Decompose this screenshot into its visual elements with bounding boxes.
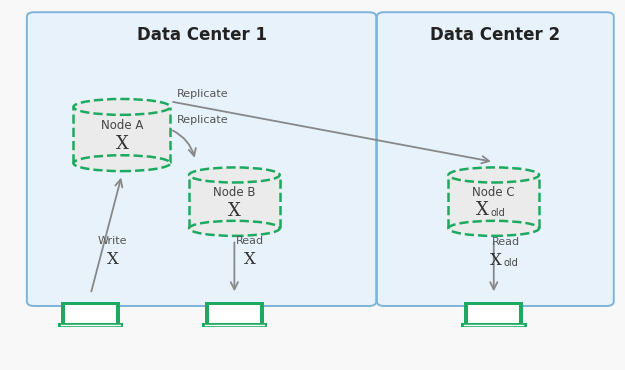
Bar	[449, 175, 539, 228]
Text: Node C: Node C	[472, 186, 515, 199]
Ellipse shape	[74, 155, 170, 171]
Text: old: old	[504, 258, 519, 269]
FancyBboxPatch shape	[61, 302, 120, 325]
Ellipse shape	[74, 99, 170, 115]
Text: X: X	[490, 252, 502, 269]
Bar	[74, 107, 170, 163]
Text: X: X	[244, 250, 256, 268]
FancyBboxPatch shape	[209, 305, 260, 323]
FancyBboxPatch shape	[377, 12, 614, 306]
FancyBboxPatch shape	[66, 305, 116, 323]
Text: Data Center 1: Data Center 1	[136, 26, 267, 44]
FancyBboxPatch shape	[461, 323, 526, 327]
Text: Node B: Node B	[213, 186, 256, 199]
Ellipse shape	[189, 221, 280, 236]
Text: X: X	[228, 202, 241, 220]
Text: Replicate: Replicate	[177, 89, 228, 99]
FancyBboxPatch shape	[464, 302, 524, 325]
Ellipse shape	[189, 167, 280, 182]
Text: Replicate: Replicate	[177, 115, 228, 125]
Text: X: X	[116, 135, 128, 153]
FancyBboxPatch shape	[201, 323, 268, 327]
Text: old: old	[491, 208, 506, 219]
Text: Node A: Node A	[101, 119, 143, 132]
Text: Data Center 2: Data Center 2	[430, 26, 561, 44]
Ellipse shape	[449, 221, 539, 236]
Text: X: X	[106, 250, 119, 268]
FancyBboxPatch shape	[469, 305, 519, 323]
Bar	[189, 175, 280, 228]
Text: X: X	[476, 201, 489, 219]
Ellipse shape	[449, 167, 539, 182]
FancyBboxPatch shape	[27, 12, 376, 306]
FancyBboxPatch shape	[58, 323, 124, 327]
Text: Write: Write	[98, 235, 128, 246]
Text: Read: Read	[492, 237, 520, 248]
Text: Read: Read	[236, 235, 264, 246]
FancyBboxPatch shape	[205, 302, 264, 325]
